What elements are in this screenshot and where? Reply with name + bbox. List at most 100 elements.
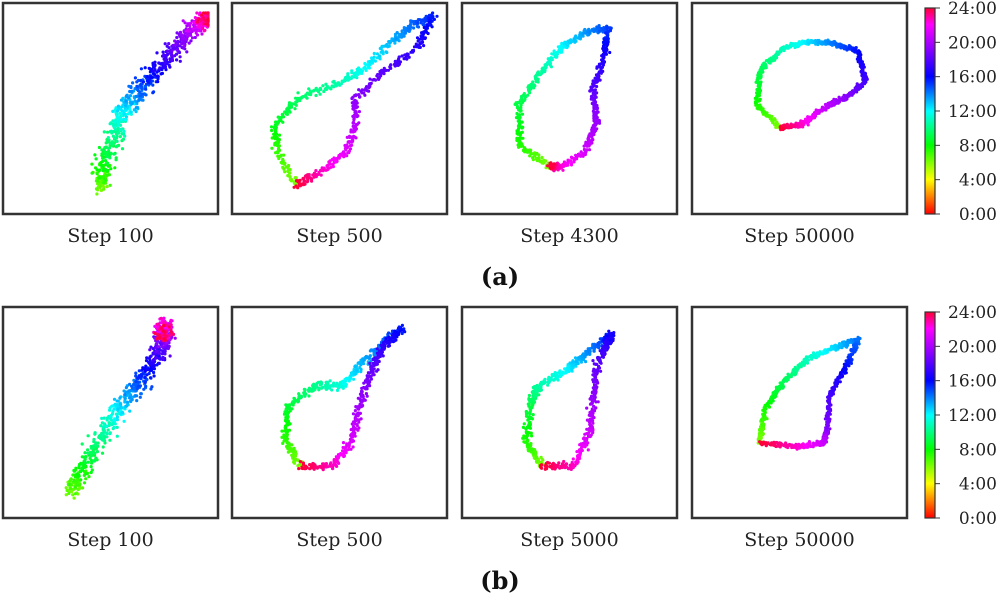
data-point — [396, 326, 401, 330]
data-point — [338, 385, 342, 389]
data-point — [339, 82, 343, 86]
data-point — [275, 150, 280, 154]
data-point — [124, 104, 128, 108]
data-point — [165, 53, 169, 57]
data-point — [133, 76, 137, 80]
panel-frame — [690, 305, 909, 520]
data-point — [90, 446, 94, 450]
data-point — [574, 360, 578, 364]
data-point — [325, 380, 329, 384]
data-point — [295, 99, 299, 103]
data-point — [522, 434, 526, 438]
data-point — [102, 429, 106, 433]
data-point — [601, 54, 605, 58]
data-point — [178, 44, 182, 48]
data-point — [163, 61, 167, 65]
data-point — [605, 42, 610, 46]
data-point — [305, 180, 309, 184]
data-point — [106, 150, 110, 154]
data-point — [519, 136, 523, 140]
data-point — [356, 114, 360, 118]
data-point — [111, 109, 115, 113]
data-point — [140, 92, 144, 96]
data-point — [576, 356, 581, 360]
data-point — [96, 179, 100, 183]
data-point — [758, 97, 762, 101]
panel-frame — [460, 305, 679, 520]
data-point — [93, 153, 97, 157]
data-point — [324, 386, 328, 390]
data-point — [106, 161, 110, 165]
data-point — [432, 17, 436, 21]
data-point — [352, 107, 356, 111]
data-point — [83, 451, 87, 455]
data-point — [97, 176, 101, 180]
panel-frame — [230, 305, 449, 520]
data-point — [426, 24, 430, 28]
data-point — [185, 37, 189, 41]
data-point — [294, 96, 298, 100]
data-point — [146, 368, 150, 372]
data-point — [347, 77, 351, 81]
data-point — [520, 130, 524, 134]
data-point — [588, 89, 592, 93]
data-point — [115, 134, 119, 138]
data-point — [277, 119, 281, 123]
data-point — [351, 130, 355, 134]
data-point — [291, 400, 295, 404]
data-point — [332, 79, 336, 83]
data-point — [384, 337, 388, 341]
data-point — [150, 75, 155, 79]
data-point — [403, 53, 407, 57]
data-point — [590, 128, 594, 132]
data-point — [277, 148, 282, 152]
data-point — [385, 50, 389, 55]
data-point — [286, 169, 290, 173]
data-point — [92, 437, 96, 442]
data-point — [280, 113, 284, 117]
data-point — [328, 463, 332, 467]
data-point — [161, 329, 165, 333]
data-point — [354, 106, 358, 110]
data-point — [578, 443, 582, 447]
data-point — [367, 356, 372, 360]
data-point — [416, 21, 420, 25]
data-point — [758, 427, 763, 431]
data-point — [282, 433, 286, 437]
data-point — [284, 112, 288, 116]
data-point — [72, 496, 76, 500]
data-point — [392, 339, 396, 343]
data-point — [137, 97, 141, 101]
data-point — [138, 90, 142, 94]
data-point — [139, 67, 143, 71]
data-point — [153, 64, 157, 68]
data-point — [609, 336, 613, 340]
data-point — [124, 99, 128, 103]
data-point — [321, 169, 325, 173]
data-point — [162, 323, 166, 328]
row-label: (a) — [481, 262, 519, 291]
data-point — [160, 71, 164, 75]
data-point — [604, 31, 608, 35]
data-point — [65, 488, 69, 493]
data-point — [296, 96, 300, 100]
data-point — [343, 382, 347, 386]
data-point — [83, 455, 87, 459]
data-point — [89, 465, 93, 469]
data-point — [334, 84, 338, 88]
data-point — [151, 91, 155, 95]
data-point — [534, 459, 539, 463]
data-point — [148, 348, 152, 352]
data-point — [189, 33, 193, 37]
data-point — [109, 167, 113, 171]
data-point — [366, 382, 370, 386]
data-point — [362, 358, 366, 362]
data-point — [345, 135, 349, 139]
data-point — [97, 145, 101, 150]
data-point — [378, 54, 382, 58]
data-point — [419, 21, 423, 25]
step-label: Step 50000 — [744, 225, 855, 247]
data-point — [370, 56, 374, 60]
data-point — [844, 45, 848, 49]
data-point — [344, 75, 348, 79]
